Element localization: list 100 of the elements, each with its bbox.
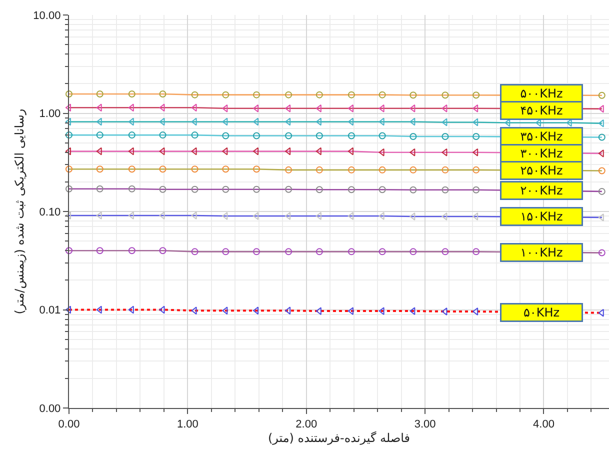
point xyxy=(66,90,72,98)
point xyxy=(191,132,198,139)
point xyxy=(442,118,448,126)
y-axis-title: رسانایی الکتریکی ثبت شده (زیمنس/متر) xyxy=(12,108,26,314)
point xyxy=(159,166,166,173)
point xyxy=(222,104,228,112)
point xyxy=(378,307,384,316)
series-label: ۱۰۰KHz xyxy=(520,246,563,260)
point xyxy=(285,248,292,256)
point xyxy=(191,186,198,193)
x-axis-title: فاصله گیرنده-فرستنده (متر) xyxy=(268,431,410,446)
point xyxy=(191,306,197,315)
point xyxy=(472,186,480,194)
point xyxy=(348,166,355,174)
point xyxy=(472,118,478,126)
point xyxy=(253,306,259,315)
point xyxy=(378,248,386,256)
point xyxy=(128,166,136,173)
series-label: ۲۰۰KHz xyxy=(520,184,563,198)
point xyxy=(472,104,478,112)
point xyxy=(472,132,480,140)
point xyxy=(348,118,354,126)
point xyxy=(66,247,72,254)
series-label: ۵۰۰KHz xyxy=(520,86,563,100)
point xyxy=(598,104,604,113)
y-tick-label: 0.01 xyxy=(39,304,61,317)
point xyxy=(253,147,259,156)
y-tick-label: 1.00 xyxy=(39,108,61,120)
point xyxy=(316,248,323,256)
point xyxy=(348,147,354,156)
point xyxy=(253,166,260,173)
point xyxy=(410,307,416,316)
series-label: ۲۵۰KHz xyxy=(520,164,563,178)
point xyxy=(191,118,197,126)
point xyxy=(598,119,604,128)
y-tick-label: 10.00 xyxy=(33,10,61,22)
point xyxy=(378,132,386,140)
point xyxy=(66,166,72,173)
point xyxy=(316,186,323,194)
point xyxy=(598,213,604,222)
point xyxy=(348,91,355,98)
point xyxy=(96,118,102,126)
point xyxy=(253,212,259,220)
point xyxy=(472,92,480,99)
point xyxy=(285,212,291,220)
point xyxy=(191,212,197,220)
point xyxy=(159,186,166,193)
point xyxy=(348,132,355,140)
point xyxy=(222,186,230,193)
point xyxy=(410,104,416,112)
point xyxy=(222,248,230,256)
point xyxy=(410,148,416,156)
point xyxy=(159,132,166,139)
point xyxy=(410,132,417,140)
point xyxy=(442,166,449,174)
point xyxy=(285,104,291,112)
point xyxy=(285,147,291,156)
point xyxy=(598,188,606,195)
point xyxy=(253,118,259,126)
point xyxy=(378,104,384,112)
point xyxy=(316,147,322,156)
point xyxy=(410,212,416,220)
y-tick-label: 0.10 xyxy=(39,206,61,218)
point xyxy=(316,307,322,316)
x-tick-label: 3.00 xyxy=(414,418,436,430)
point xyxy=(159,118,165,126)
point xyxy=(442,132,449,140)
point xyxy=(378,186,386,194)
point xyxy=(285,186,292,193)
series-label: ۴۵۰KHz xyxy=(520,104,563,118)
point xyxy=(348,212,354,220)
point xyxy=(316,132,323,140)
point xyxy=(442,308,448,316)
point xyxy=(316,91,323,98)
point xyxy=(128,306,134,314)
point xyxy=(316,104,322,112)
point xyxy=(96,104,102,112)
point xyxy=(472,212,478,220)
point xyxy=(159,247,166,254)
point xyxy=(410,248,417,256)
point xyxy=(96,166,104,173)
point xyxy=(348,186,355,194)
series-label: ۵۰KHz xyxy=(523,306,560,320)
x-tick-label: 0.00 xyxy=(58,418,80,430)
point xyxy=(285,306,291,315)
point xyxy=(128,104,134,112)
series-label: ۳۰۰KHz xyxy=(520,146,563,160)
point xyxy=(96,306,102,314)
point xyxy=(285,91,292,98)
point xyxy=(96,132,104,139)
point xyxy=(442,92,449,99)
point xyxy=(66,132,72,139)
point xyxy=(222,132,230,140)
point xyxy=(191,91,198,98)
point xyxy=(253,104,259,112)
point xyxy=(442,248,449,256)
point xyxy=(442,186,449,194)
point xyxy=(598,92,606,99)
point xyxy=(378,91,386,98)
series-label: ۳۵۰KHz xyxy=(520,130,563,144)
